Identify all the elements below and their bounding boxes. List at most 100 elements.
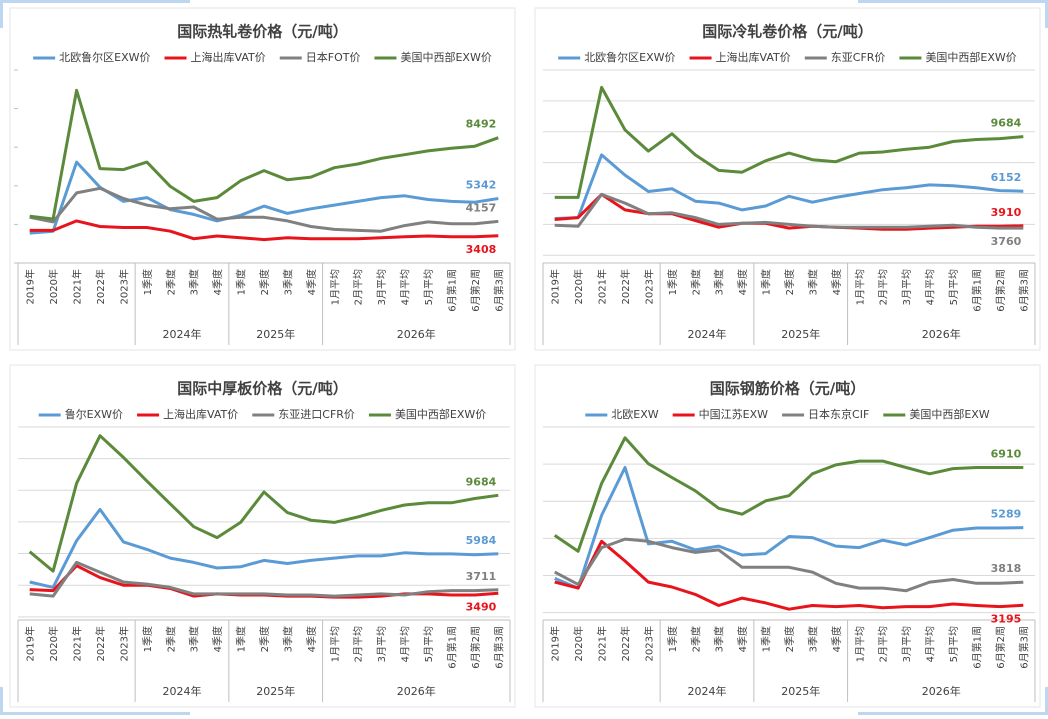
group-label: 2024年 bbox=[688, 684, 727, 698]
x-tick-label: 1季度 bbox=[141, 626, 154, 652]
x-tick-label: 4月平均 bbox=[400, 626, 412, 662]
x-tick-label: 1季度 bbox=[666, 626, 679, 652]
x-tick-label: 1月平均 bbox=[854, 626, 866, 662]
x-tick-label: 2021年 bbox=[596, 626, 609, 661]
x-tick-label: 2020年 bbox=[572, 626, 585, 661]
x-tick-label: 4季度 bbox=[305, 626, 318, 652]
chart-panel: 国际中厚板价格（元/吨） 2019年 2020年 2021年 2022年 2023年 1季度… bbox=[9, 364, 516, 708]
x-tick-label: 2023年 bbox=[642, 269, 655, 304]
x-tick-label: 2季度 bbox=[689, 269, 702, 295]
x-tick-label: 6月第2周 bbox=[994, 269, 1007, 312]
x-tick-label: 4季度 bbox=[305, 269, 318, 295]
x-tick-label: 3季度 bbox=[806, 626, 819, 652]
group-label: 2026年 bbox=[922, 327, 961, 341]
x-tick-label: 4季度 bbox=[211, 626, 224, 652]
series-line bbox=[554, 192, 1024, 230]
x-tick-label: 2022年 bbox=[619, 626, 632, 661]
x-tick-label: 1月平均 bbox=[854, 269, 866, 305]
legend-label: 日本FOT价 bbox=[306, 50, 361, 64]
group-label: 2024年 bbox=[163, 327, 202, 341]
x-tick-label: 3季度 bbox=[281, 626, 294, 652]
x-tick-label: 5月平均 bbox=[423, 626, 435, 662]
x-tick-label: 5月平均 bbox=[423, 269, 435, 305]
x-tick-label: 2季度 bbox=[783, 626, 796, 652]
x-tick-label: 3月平均 bbox=[901, 269, 913, 305]
series-line bbox=[29, 186, 499, 233]
x-tick-label: 4季度 bbox=[830, 626, 843, 652]
x-tick-label: 6月第2周 bbox=[469, 269, 482, 312]
x-tick-label: 2月平均 bbox=[353, 269, 365, 305]
panel-border bbox=[534, 364, 1041, 708]
x-tick-label: 1月平均 bbox=[329, 626, 341, 662]
end-value-label: 3490 bbox=[466, 600, 497, 613]
x-tick-label: 4月平均 bbox=[925, 269, 937, 305]
x-tick-label: 3月平均 bbox=[901, 626, 913, 662]
x-tick-label: 2021年 bbox=[596, 269, 609, 304]
panel-border bbox=[9, 7, 516, 351]
x-tick-label: 2020年 bbox=[47, 269, 60, 304]
x-tick-label: 4月平均 bbox=[925, 626, 937, 662]
x-tick-label: 1季度 bbox=[235, 269, 248, 295]
group-label: 2024年 bbox=[688, 327, 727, 341]
x-tick-label: 6月第3周 bbox=[492, 626, 505, 669]
x-tick-label: 2019年 bbox=[549, 626, 562, 661]
legend-label: 美国中西部EXW bbox=[909, 407, 989, 421]
legend: 北欧鲁尔区EXW价 上海出库VAT价 日本FOT价 美国中西部EXW价 bbox=[33, 50, 492, 64]
chart-panel: 国际钢筋价格（元/吨） 2019年 2020年 2021年 2022年 2023年 1季度 2… bbox=[534, 364, 1041, 708]
x-tick-label: 6月第1周 bbox=[970, 626, 983, 669]
x-tick-label: 2020年 bbox=[47, 626, 60, 661]
x-tick-label: 2022年 bbox=[619, 269, 632, 304]
legend-label: 鲁尔EXW价 bbox=[65, 407, 123, 421]
series-line bbox=[29, 560, 499, 598]
end-value-label: 6910 bbox=[991, 447, 1022, 460]
series-line bbox=[29, 219, 499, 242]
x-tick-label: 4月平均 bbox=[400, 269, 412, 305]
x-tick-label: 4季度 bbox=[736, 269, 749, 295]
end-value-label: 5984 bbox=[466, 534, 497, 547]
x-tick-label: 3季度 bbox=[281, 269, 294, 295]
x-tick-label: 2季度 bbox=[689, 626, 702, 652]
x-tick-label: 5月平均 bbox=[948, 626, 960, 662]
x-tick-label: 1季度 bbox=[235, 626, 248, 652]
x-tick-label: 1月平均 bbox=[329, 269, 341, 305]
x-tick-label: 5月平均 bbox=[948, 269, 960, 305]
end-value-label: 5289 bbox=[991, 508, 1022, 521]
chart-title: 国际冷轧卷价格（元/吨） bbox=[702, 23, 872, 41]
group-label: 2025年 bbox=[781, 684, 820, 698]
x-tick-label: 6月第1周 bbox=[445, 269, 458, 312]
legend-label: 上海出库VAT价 bbox=[191, 50, 266, 64]
legend-label: 美国中西部EXW价 bbox=[395, 407, 486, 421]
group-label: 2026年 bbox=[397, 684, 436, 698]
x-tick-label: 2019年 bbox=[24, 269, 37, 304]
legend: 北欧EXW 中国江苏EXW 日本东京CIF 美国中西部EXW bbox=[585, 407, 990, 421]
x-tick-label: 2季度 bbox=[783, 269, 796, 295]
series-line bbox=[29, 88, 499, 221]
x-tick-label: 1季度 bbox=[760, 626, 773, 652]
x-tick-label: 1季度 bbox=[760, 269, 773, 295]
x-tick-label: 2023年 bbox=[117, 626, 130, 661]
x-tick-label: 6月第2周 bbox=[469, 626, 482, 669]
x-tick-label: 2季度 bbox=[258, 626, 271, 652]
end-value-label: 3195 bbox=[991, 612, 1022, 625]
x-tick-label: 2019年 bbox=[24, 626, 37, 661]
end-value-label: 3408 bbox=[466, 243, 497, 256]
x-tick-label: 3季度 bbox=[713, 269, 726, 295]
legend-label: 北欧鲁尔区EXW价 bbox=[59, 50, 150, 64]
series-line bbox=[29, 507, 499, 589]
x-tick-label: 2季度 bbox=[164, 269, 177, 295]
x-tick-label: 4季度 bbox=[830, 269, 843, 295]
x-tick-label: 6月第1周 bbox=[970, 269, 983, 312]
series-line bbox=[554, 539, 1024, 611]
group-label: 2025年 bbox=[256, 684, 295, 698]
x-tick-label: 2023年 bbox=[117, 269, 130, 304]
x-tick-label: 2022年 bbox=[94, 269, 107, 304]
x-tick-label: 3季度 bbox=[806, 269, 819, 295]
x-tick-label: 4季度 bbox=[211, 269, 224, 295]
legend: 鲁尔EXW价 上海出库VAT价 东亚进口CFR价 美国中西部EXW价 bbox=[38, 407, 486, 421]
end-value-label: 3760 bbox=[991, 235, 1022, 248]
x-tick-label: 6月第3周 bbox=[1017, 269, 1030, 312]
series-line bbox=[554, 85, 1024, 199]
x-tick-label: 6月第3周 bbox=[1017, 626, 1030, 669]
